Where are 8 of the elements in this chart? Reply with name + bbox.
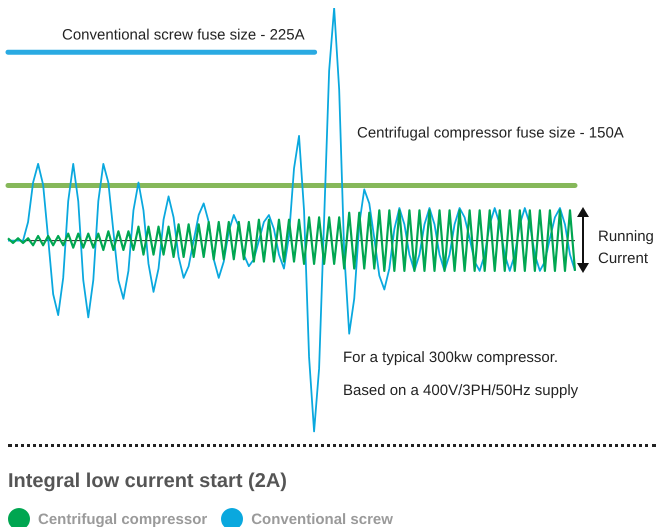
annotation: Based on a 400V/3PH/50Hz supply	[343, 381, 578, 401]
text: Integral low current start (2A)	[8, 470, 287, 493]
text: Running Current	[598, 227, 655, 269]
ref-line-label: Conventional screw fuse size - 225A	[62, 26, 305, 44]
annotation: For a typical 300kw compressor.	[343, 348, 558, 368]
legend-label: Conventional screw	[251, 510, 393, 527]
ref-line-label: Centrifugal compressor fuse size - 150A	[357, 124, 624, 142]
legend-label: Centrifugal compressor	[38, 510, 208, 527]
